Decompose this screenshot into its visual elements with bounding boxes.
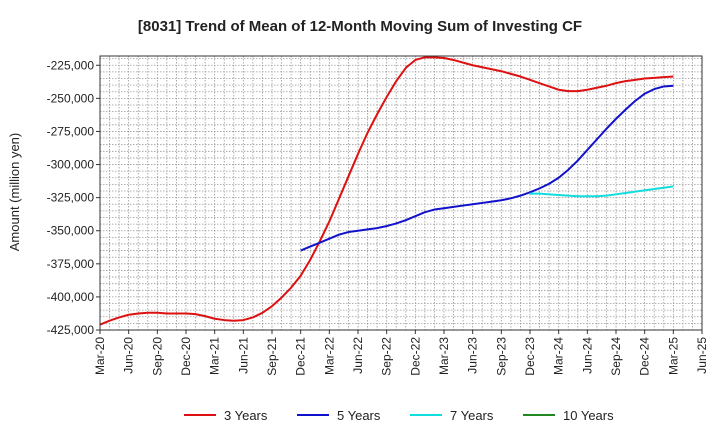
x-tick-label: Sep-24: [609, 337, 623, 376]
y-tick-label: -275,000: [47, 124, 95, 138]
x-tick-label: Sep-20: [150, 337, 164, 376]
y-tick-label: -300,000: [47, 158, 95, 172]
x-tick-label: Jun-24: [580, 337, 594, 374]
x-tick-label: Sep-22: [380, 337, 394, 376]
x-tick-label: Sep-21: [265, 337, 279, 376]
x-tick-label: Mar-24: [552, 337, 566, 375]
x-tick-label: Jun-25: [695, 337, 709, 374]
series-line-5-years: [300, 84, 674, 252]
x-tick-label: Jun-20: [122, 337, 136, 374]
legend-label-3-years: 3 Years: [224, 408, 268, 423]
x-tick-label: Jun-23: [466, 337, 480, 374]
series-line-7-years: [530, 185, 674, 198]
x-tick-label: Mar-23: [437, 337, 451, 375]
y-tick-label: -425,000: [47, 323, 95, 337]
x-tick-label: Mar-20: [93, 337, 107, 375]
x-tick-labels: Mar-20 Jun-20 Sep-20 Dec-20 Mar-21 Jun-21 Sep-…: [93, 330, 709, 376]
y-tick-label: -325,000: [47, 191, 95, 205]
x-tick-label: Dec-24: [638, 337, 652, 376]
legend-label-10-years: 10 Years: [563, 408, 614, 423]
y-tick-labels: -225,000 -250,000 -275,000 -300,000 -325,000…: [47, 58, 100, 337]
x-tick-label: Dec-20: [179, 337, 193, 376]
series-lines: [99, 56, 674, 326]
x-tick-label: Dec-23: [523, 337, 537, 376]
y-tick-label: -350,000: [47, 224, 95, 238]
y-tick-label: -225,000: [47, 58, 95, 72]
x-tick-label: Dec-22: [408, 337, 422, 376]
x-tick-label: Mar-21: [208, 337, 222, 375]
legend-label-7-years: 7 Years: [450, 408, 494, 423]
y-tick-label: -375,000: [47, 257, 95, 271]
y-tick-label: -400,000: [47, 290, 95, 304]
x-tick-label: Jun-22: [351, 337, 365, 374]
x-tick-label: Mar-25: [666, 337, 680, 375]
grid: [100, 56, 702, 330]
y-tick-label: -250,000: [47, 91, 95, 105]
legend: 3 Years 5 Years 7 Years 10 Years: [184, 408, 614, 423]
plot-frame: [99, 55, 703, 331]
chart-title: [8031] Trend of Mean of 12-Month Moving …: [138, 18, 582, 35]
y-axis-label: Amount (million yen): [7, 133, 22, 252]
x-tick-label: Sep-23: [494, 337, 508, 376]
x-tick-label: Jun-21: [236, 337, 250, 374]
plot-area: [100, 56, 702, 330]
x-tick-label: Mar-22: [322, 337, 336, 375]
x-tick-label: Dec-21: [294, 337, 308, 376]
legend-label-5-years: 5 Years: [337, 408, 381, 423]
series-line-3-years: [99, 56, 674, 326]
